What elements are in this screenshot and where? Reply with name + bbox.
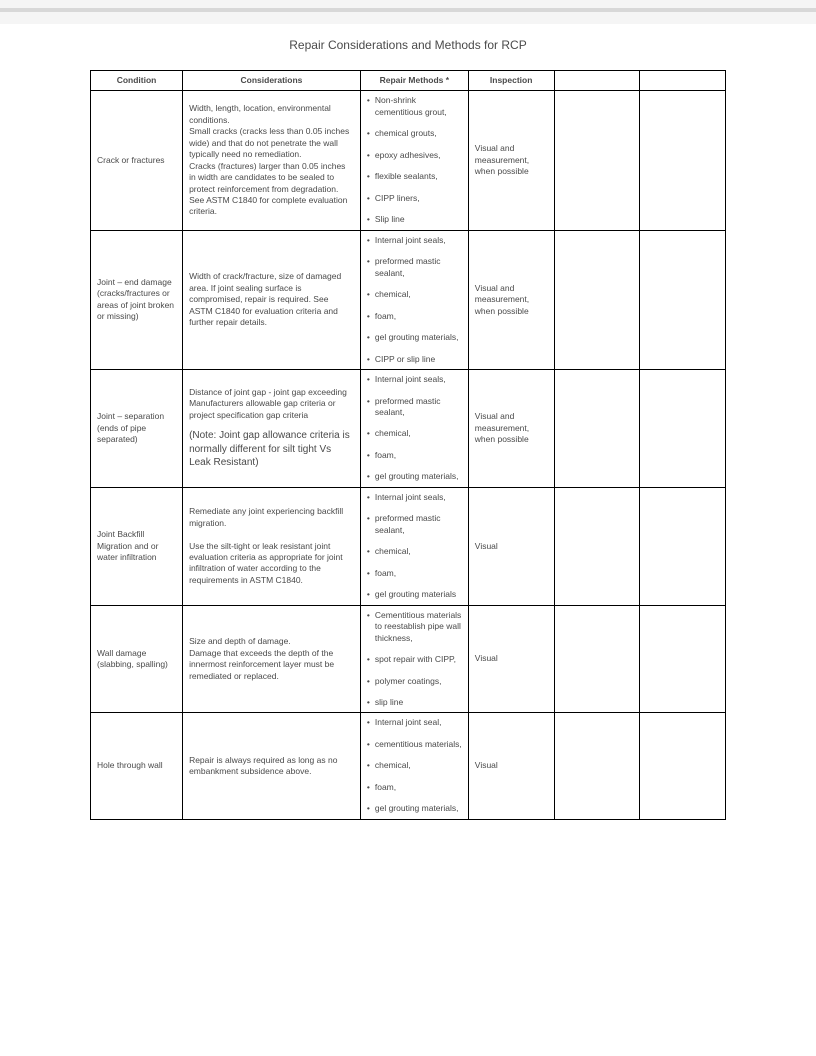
method-item: slip line [367, 697, 462, 708]
considerations-note: (Note: Joint gap allowance criteria is n… [189, 429, 354, 470]
method-item: cementitious materials, [367, 739, 462, 750]
cell-blank [640, 230, 726, 369]
method-item: chemical, [367, 289, 462, 300]
cell-condition: Hole through wall [91, 713, 183, 819]
method-item: Internal joint seals, [367, 374, 462, 385]
cell-considerations: Distance of joint gap - joint gap exceed… [183, 370, 361, 488]
cell-considerations: Width of crack/fracture, size of damaged… [183, 230, 361, 369]
cell-blank [554, 230, 640, 369]
methods-list: Cementitious materials to reestablish pi… [367, 610, 462, 709]
table-row: Hole through wallRepair is always requir… [91, 713, 726, 819]
col-inspection: Inspection [468, 71, 554, 91]
method-item: gel grouting materials, [367, 471, 462, 482]
methods-list: Internal joint seals, preformed mastic se… [367, 235, 462, 365]
table-header-row: Condition Considerations Repair Methods … [91, 71, 726, 91]
repair-table: Condition Considerations Repair Methods … [90, 70, 726, 820]
method-item: chemical, [367, 546, 462, 557]
cell-considerations: Repair is always required as long as no … [183, 713, 361, 819]
method-item: chemical grouts, [367, 128, 462, 139]
table-body: Crack or fracturesWidth, length, locatio… [91, 91, 726, 819]
method-item: Non-shrink cementitious grout, [367, 95, 462, 118]
cell-condition: Joint – end damage (cracks/fractures or … [91, 230, 183, 369]
method-item: foam, [367, 782, 462, 793]
cell-inspection: Visual and measurement, when possible [468, 91, 554, 230]
methods-list: Internal joint seals, preformed mastic se… [367, 492, 462, 601]
cell-methods: Internal joint seals, preformed mastic se… [360, 487, 468, 605]
method-item: preformed mastic sealant, [367, 396, 462, 419]
table-row: Joint – end damage (cracks/fractures or … [91, 230, 726, 369]
col-blank-2 [640, 71, 726, 91]
cell-methods: Internal joint seals, preformed mastic se… [360, 370, 468, 488]
method-item: Internal joint seal, [367, 717, 462, 728]
method-item: gel grouting materials [367, 589, 462, 600]
method-item: CIPP liners, [367, 193, 462, 204]
table-row: Crack or fracturesWidth, length, locatio… [91, 91, 726, 230]
cell-considerations: Width, length, location, environmental c… [183, 91, 361, 230]
method-item: preformed mastic sealant, [367, 256, 462, 279]
method-item: gel grouting materials, [367, 803, 462, 814]
method-item: Slip line [367, 214, 462, 225]
methods-list: Internal joint seals, preformed mastic se… [367, 374, 462, 483]
cell-inspection: Visual [468, 713, 554, 819]
cell-inspection: Visual and measurement, when possible [468, 230, 554, 369]
cell-inspection: Visual [468, 605, 554, 713]
method-item: chemical, [367, 760, 462, 771]
method-item: foam, [367, 450, 462, 461]
document-page: Repair Considerations and Methods for RC… [0, 24, 816, 1056]
cell-blank [640, 91, 726, 230]
cell-blank [554, 370, 640, 488]
methods-list: Internal joint seal, cementitious materia… [367, 717, 462, 814]
cell-considerations: Size and depth of damage. Damage that ex… [183, 605, 361, 713]
cell-blank [640, 605, 726, 713]
method-item: Internal joint seals, [367, 235, 462, 246]
cell-blank [640, 713, 726, 819]
cell-inspection: Visual [468, 487, 554, 605]
method-item: preformed mastic sealant, [367, 513, 462, 536]
method-item: Internal joint seals, [367, 492, 462, 503]
method-item: foam, [367, 311, 462, 322]
method-item: foam, [367, 568, 462, 579]
col-condition: Condition [91, 71, 183, 91]
window-top-bar [0, 8, 816, 12]
cell-condition: Crack or fractures [91, 91, 183, 230]
cell-blank [554, 487, 640, 605]
method-item: chemical, [367, 428, 462, 439]
col-blank-1 [554, 71, 640, 91]
cell-methods: Internal joint seals, preformed mastic se… [360, 230, 468, 369]
table-row: Joint – separation (ends of pipe separat… [91, 370, 726, 488]
cell-methods: Cementitious materials to reestablish pi… [360, 605, 468, 713]
col-repair-methods: Repair Methods * [360, 71, 468, 91]
cell-blank [554, 91, 640, 230]
cell-blank [554, 605, 640, 713]
methods-list: Non-shrink cementitious grout, chemical g… [367, 95, 462, 225]
method-item: gel grouting materials, [367, 332, 462, 343]
cell-condition: Wall damage (slabbing, spalling) [91, 605, 183, 713]
cell-blank [554, 713, 640, 819]
method-item: polymer coatings, [367, 676, 462, 687]
cell-methods: Internal joint seal, cementitious materia… [360, 713, 468, 819]
cell-blank [640, 487, 726, 605]
method-item: Cementitious materials to reestablish pi… [367, 610, 462, 644]
cell-methods: Non-shrink cementitious grout, chemical g… [360, 91, 468, 230]
method-item: CIPP or slip line [367, 354, 462, 365]
table-row: Wall damage (slabbing, spalling)Size and… [91, 605, 726, 713]
table-row: Joint Backfill Migration and or water in… [91, 487, 726, 605]
cell-condition: Joint – separation (ends of pipe separat… [91, 370, 183, 488]
cell-considerations: Remediate any joint experiencing backfil… [183, 487, 361, 605]
cell-inspection: Visual and measurement, when possible [468, 370, 554, 488]
method-item: epoxy adhesives, [367, 150, 462, 161]
cell-blank [640, 370, 726, 488]
cell-condition: Joint Backfill Migration and or water in… [91, 487, 183, 605]
method-item: spot repair with CIPP, [367, 654, 462, 665]
page-title: Repair Considerations and Methods for RC… [90, 38, 726, 52]
method-item: flexible sealants, [367, 171, 462, 182]
col-considerations: Considerations [183, 71, 361, 91]
